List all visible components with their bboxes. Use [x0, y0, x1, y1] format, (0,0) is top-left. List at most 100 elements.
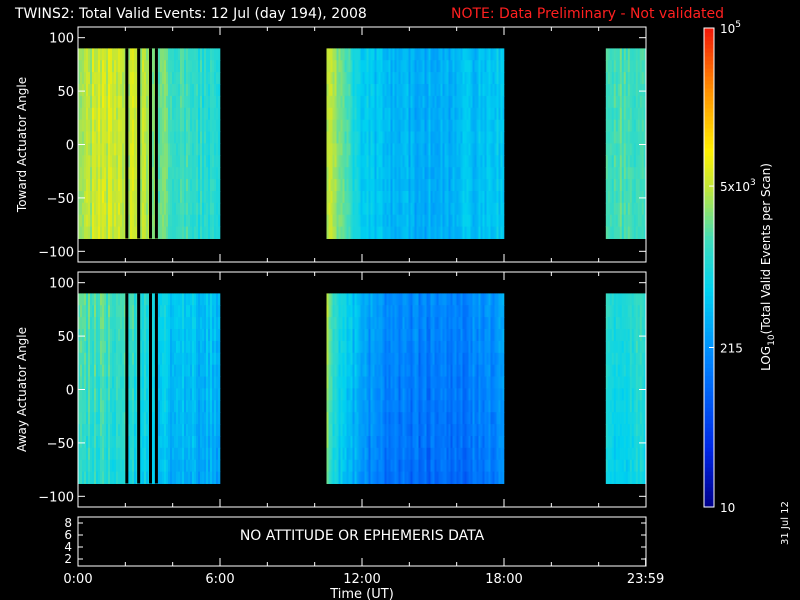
heatmap-cell	[410, 424, 413, 437]
heatmap-cell	[430, 412, 433, 425]
heatmap-cell	[386, 191, 389, 204]
heatmap-cell	[436, 107, 439, 121]
heatmap-cell	[406, 388, 409, 401]
heatmap-cell	[122, 340, 125, 354]
heatmap-cell	[146, 119, 149, 133]
heatmap-cell	[140, 143, 143, 156]
heatmap-cell	[344, 143, 347, 156]
heatmap-cell	[102, 191, 105, 204]
heatmap-cell	[388, 388, 391, 401]
heatmap-cell	[382, 95, 385, 109]
heatmap-cell	[378, 119, 381, 133]
heatmap-cell	[366, 214, 369, 228]
heatmap-cell	[334, 60, 337, 73]
heatmap-cell	[396, 293, 399, 306]
heatmap-cell	[376, 436, 379, 449]
heatmap-cell	[164, 155, 167, 168]
heatmap-cell	[216, 352, 219, 366]
heatmap-cell	[94, 84, 97, 97]
heatmap-cell	[360, 424, 363, 437]
heatmap-cell	[404, 317, 407, 330]
heatmap-cell	[336, 364, 339, 378]
heatmap-cell	[440, 214, 443, 228]
heatmap-cell	[204, 447, 207, 461]
heatmap-cell	[416, 352, 419, 366]
heatmap-cell	[116, 459, 119, 473]
heatmap-cell	[424, 179, 427, 192]
heatmap-cell	[186, 202, 189, 216]
heatmap-cell	[188, 95, 191, 109]
heatmap-cell	[490, 119, 493, 133]
heatmap-cell	[334, 214, 337, 228]
heatmap-cell	[386, 60, 389, 73]
heatmap-cell	[334, 191, 337, 204]
heatmap-cell	[100, 60, 103, 73]
heatmap-cell	[370, 131, 373, 144]
heatmap-cell	[627, 167, 631, 180]
heatmap-cell	[204, 317, 207, 330]
heatmap-cell	[112, 202, 115, 216]
heatmap-cell	[180, 48, 183, 61]
heatmap-cell	[454, 226, 457, 239]
heatmap-cell	[200, 107, 203, 121]
heatmap-cell	[334, 329, 337, 342]
heatmap-cell	[104, 72, 107, 85]
heatmap-cell	[184, 376, 187, 389]
heatmap-cell	[330, 60, 333, 73]
heatmap-cell	[102, 167, 105, 180]
heatmap-cell	[170, 293, 173, 306]
heatmap-cell	[374, 191, 377, 204]
heatmap-cell	[494, 191, 497, 204]
heatmap-cell	[164, 214, 167, 228]
heatmap-cell	[412, 107, 415, 121]
heatmap-cell	[342, 202, 345, 216]
heatmap-cell	[376, 48, 379, 61]
heatmap-cell	[166, 167, 169, 180]
heatmap-cell	[619, 60, 623, 73]
heatmap-cell	[140, 191, 143, 204]
heatmap-cell	[180, 412, 183, 425]
heatmap-cell	[635, 191, 639, 204]
heatmap-cell	[360, 48, 363, 61]
heatmap-cell	[641, 191, 645, 204]
heatmap-cell	[420, 179, 423, 192]
heatmap-cell	[376, 447, 379, 461]
heatmap-cell	[346, 293, 349, 306]
heatmap-cell	[406, 191, 409, 204]
heatmap-cell	[418, 376, 421, 389]
heatmap-cell	[88, 214, 91, 228]
heatmap-cell	[112, 131, 115, 144]
heatmap-cell	[214, 388, 217, 401]
heatmap-cell	[412, 293, 415, 306]
heatmap-cell	[456, 72, 459, 85]
heatmap-cell	[476, 191, 479, 204]
heatmap-cell	[342, 60, 345, 73]
heatmap-cell	[114, 131, 117, 144]
heatmap-cell	[352, 447, 355, 461]
heatmap-cell	[144, 340, 147, 354]
heatmap-cell	[635, 48, 639, 61]
heatmap-cell	[386, 72, 389, 85]
heatmap-cell	[470, 191, 473, 204]
heatmap-cell	[502, 48, 505, 61]
heatmap-cell	[212, 84, 215, 97]
heatmap-cell	[332, 84, 335, 97]
heatmap-cell	[613, 226, 617, 239]
heatmap-cell	[122, 436, 125, 449]
heatmap-cell	[615, 48, 619, 61]
heatmap-cell	[344, 352, 347, 366]
heatmap-cell	[482, 107, 485, 121]
heatmap-cell	[94, 329, 97, 342]
heatmap-cell	[88, 459, 91, 473]
heatmap-cell	[350, 107, 353, 121]
heatmap-cell	[102, 214, 105, 228]
heatmap-cell	[374, 95, 377, 109]
heatmap-cell	[364, 293, 367, 306]
heatmap-cell	[326, 400, 329, 413]
heatmap-cell	[430, 179, 433, 192]
heatmap-cell	[86, 155, 89, 168]
heatmap-cell	[396, 84, 399, 97]
heatmap-cell	[641, 72, 645, 85]
heatmap-cell	[418, 412, 421, 425]
heatmap-cell	[170, 131, 173, 144]
